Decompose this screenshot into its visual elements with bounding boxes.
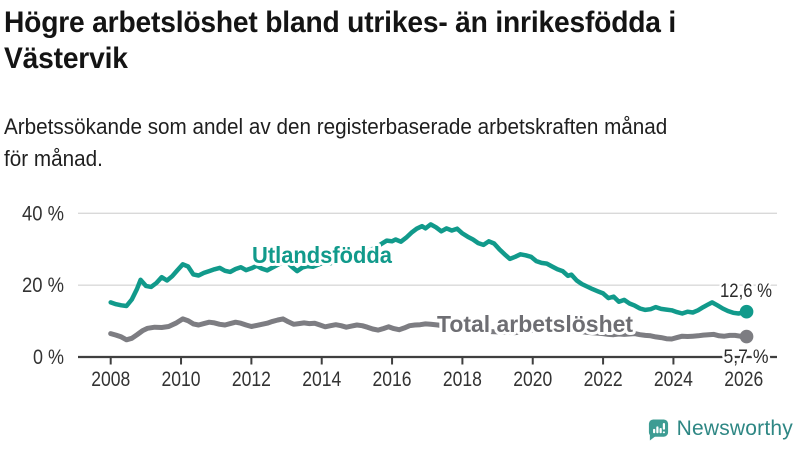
end-value-label: 5,7 % — [724, 347, 769, 368]
title-line-1: Högre arbetslöshet bland utrikes- än inr… — [4, 6, 677, 39]
y-tick-label: 0 % — [33, 346, 64, 369]
series-line-total — [108, 316, 750, 343]
x-tick-label: 2018 — [443, 368, 482, 391]
x-tick-label: 2026 — [724, 368, 763, 391]
subtitle-line-2: för månad. — [4, 146, 103, 171]
subtitle-line-1: Arbetssökande som andel av den registerb… — [4, 114, 668, 139]
newsworthy-logo: Newsworthy — [647, 417, 793, 441]
x-tick-label: 2014 — [302, 368, 341, 391]
x-tick-label: 2010 — [162, 368, 201, 391]
end-value-label: 12,6 % — [720, 281, 772, 302]
x-tick-label: 2020 — [513, 368, 552, 391]
newsworthy-bubble-chart-icon — [648, 418, 668, 441]
series-label-utlandsfodda: Utlandsfödda — [252, 242, 392, 268]
series-line-utlandsfodda — [108, 222, 749, 316]
title-line-2: Västervik — [4, 42, 128, 75]
chart-subtitle: Arbetssökande som andel av den registerb… — [4, 111, 667, 175]
x-tick-label: 2024 — [654, 368, 693, 391]
end-dot-total — [739, 329, 754, 344]
x-tick-label: 2008 — [91, 368, 130, 391]
x-tick-label: 2016 — [373, 368, 412, 391]
newsworthy-wordmark: Newsworthy — [676, 417, 793, 440]
x-tick-label: 2012 — [232, 368, 271, 391]
x-tick-label: 2022 — [584, 368, 623, 391]
series-label-total: Total arbetslöshet — [437, 311, 633, 337]
end-dot-utlandsfodda — [739, 304, 754, 319]
y-tick-label: 20 % — [22, 274, 64, 297]
page-title: Högre arbetslöshet bland utrikes- än inr… — [4, 5, 676, 77]
y-tick-label: 40 % — [22, 202, 64, 225]
